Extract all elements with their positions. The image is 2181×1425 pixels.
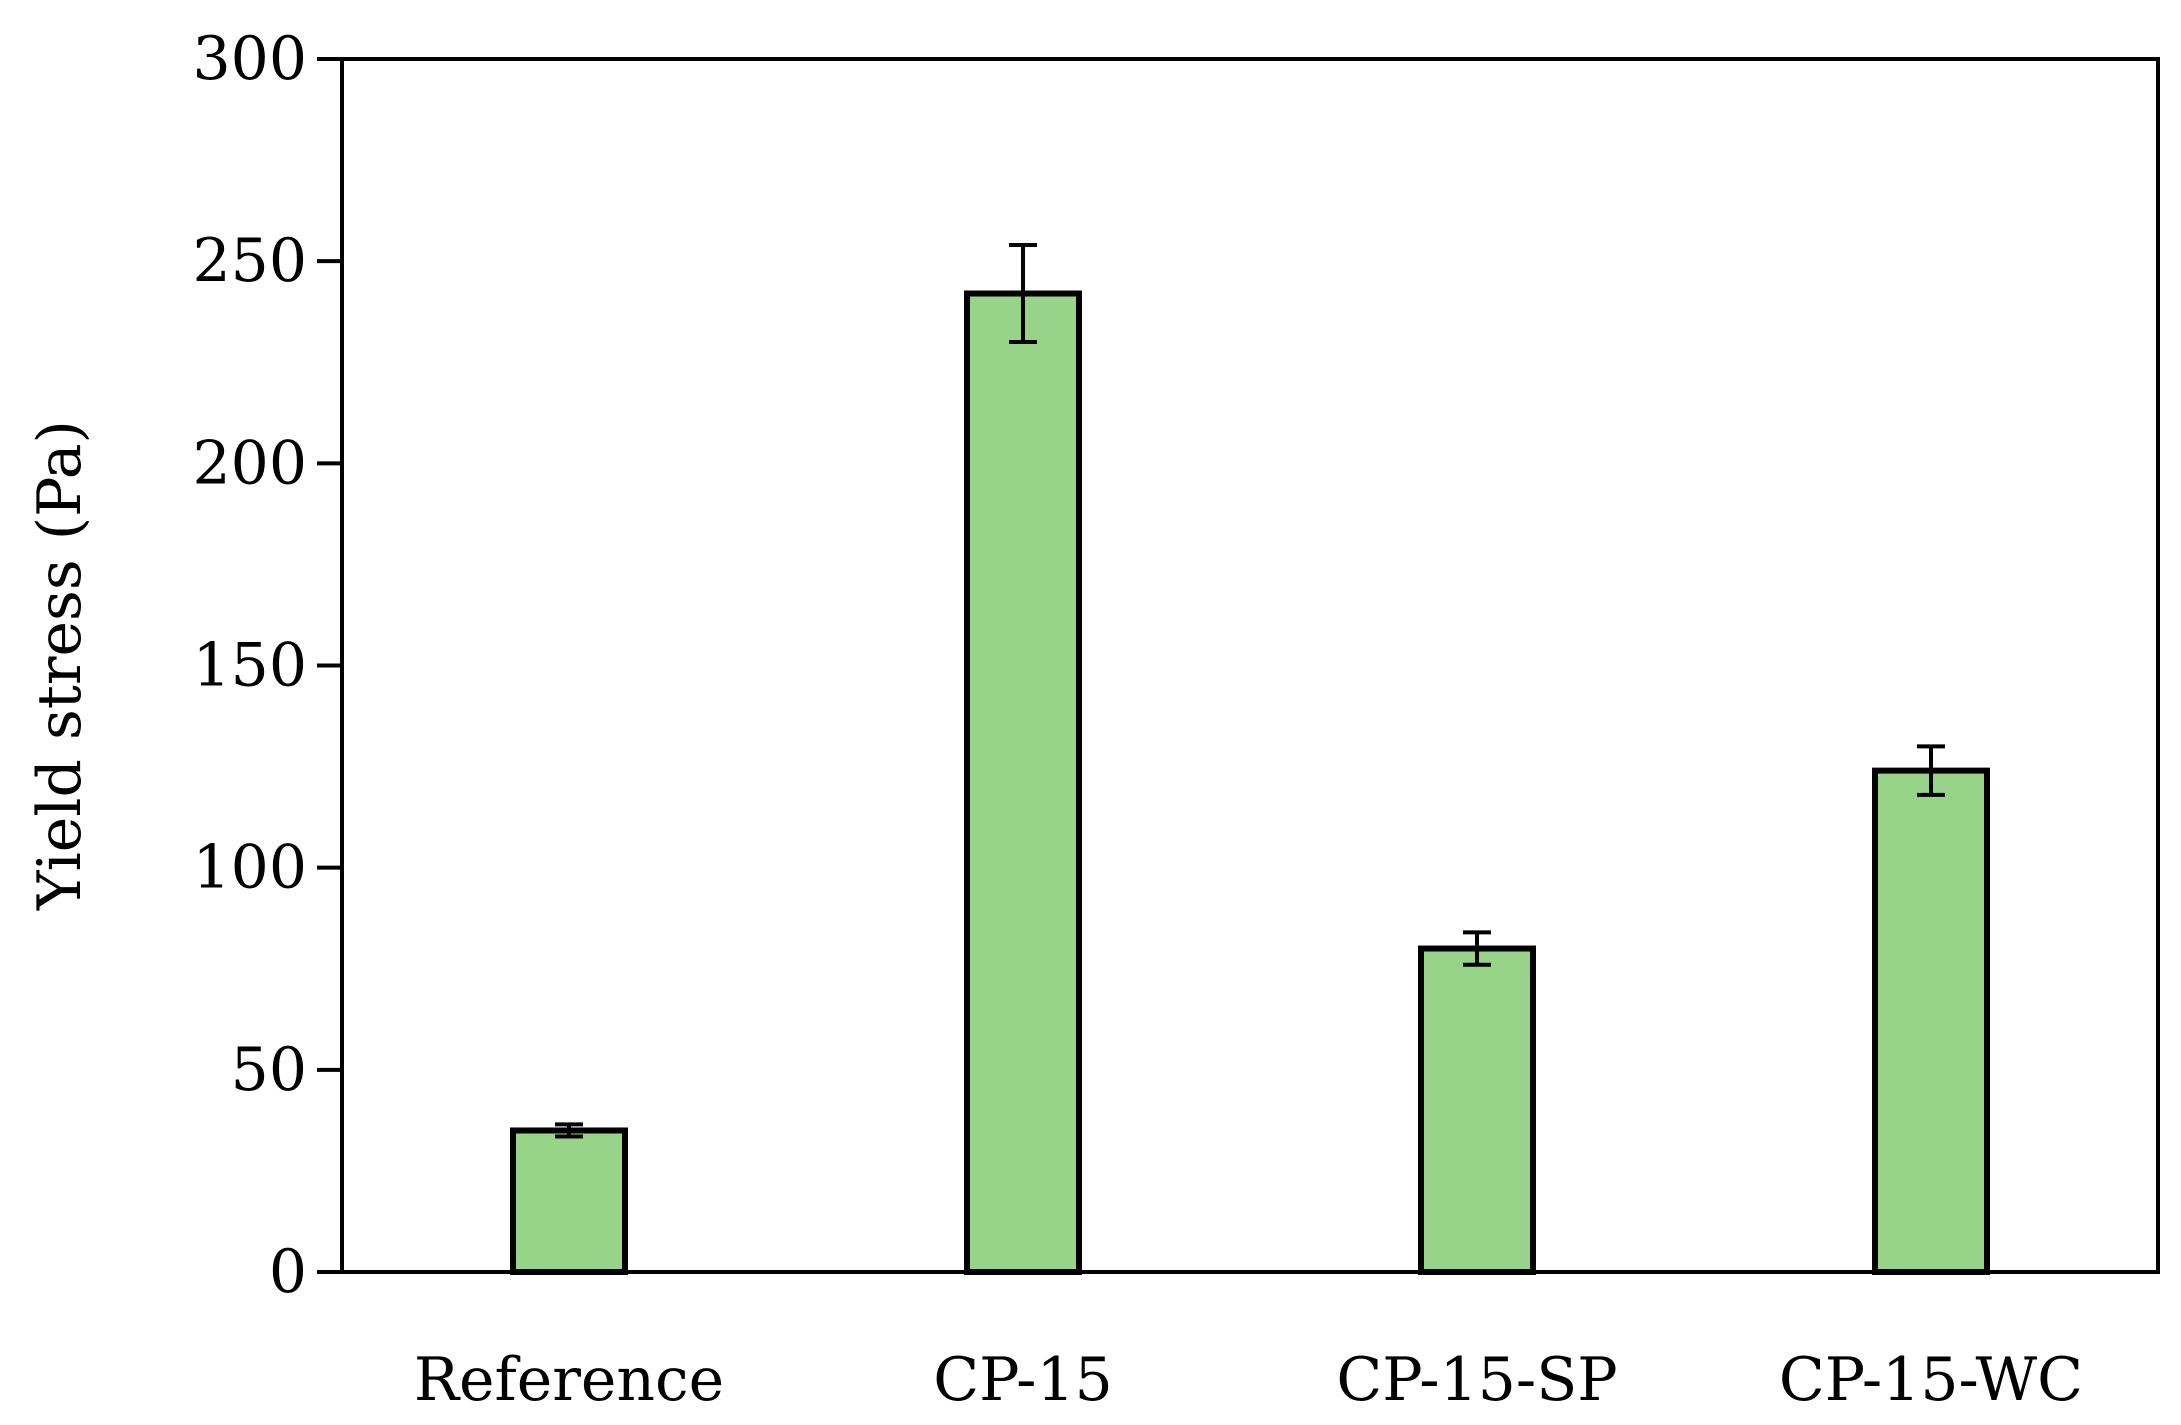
- bars: [510, 290, 1990, 1276]
- y-tick-label: 0: [269, 1237, 307, 1307]
- y-tick-label: 50: [231, 1035, 307, 1105]
- y-axis-title: Yield stress (Pa): [25, 420, 95, 911]
- bar-cp-15-sp: [1418, 945, 1536, 1275]
- y-axis: 0 50 100 150 200 250 300: [192, 24, 342, 1307]
- y-tick-label: 200: [192, 428, 307, 498]
- bar-cp-15: [964, 290, 1082, 1276]
- bar-reference: [510, 1127, 628, 1275]
- x-axis-labels: Reference CP-15 CP-15-SP CP-15-WC: [414, 1345, 2083, 1415]
- bar-cp-15-wc: [1872, 767, 1990, 1275]
- x-category-label: Reference: [414, 1345, 724, 1415]
- x-category-label: CP-15: [933, 1345, 1113, 1415]
- y-tick-label: 100: [192, 833, 307, 903]
- x-category-label: CP-15-WC: [1779, 1345, 2083, 1415]
- y-tick-label: 150: [192, 631, 307, 701]
- error-bars: [555, 242, 1945, 1139]
- x-category-label: CP-15-SP: [1336, 1345, 1617, 1415]
- y-tick-label: 250: [192, 226, 307, 296]
- y-tick-label: 300: [192, 24, 307, 94]
